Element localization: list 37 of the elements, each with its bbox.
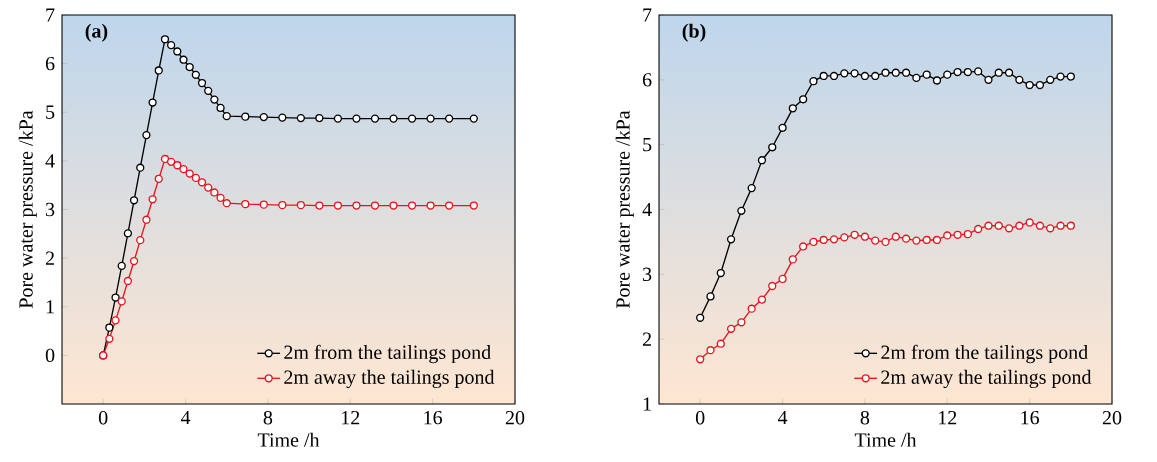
x-axis-title: Time /h: [257, 432, 320, 447]
y-tick-label: 2: [642, 332, 651, 346]
legend-label: 2m away the tailings pond: [881, 369, 1092, 389]
y-tick-label: 3: [643, 267, 652, 282]
y-axis-title: Pore water pressure /kPa: [615, 110, 634, 309]
y-tick-label: 6: [642, 73, 652, 87]
y-tick-label: 2: [45, 251, 54, 265]
y-tick-label: 5: [643, 138, 652, 152]
x-tick-label: 16: [424, 410, 443, 425]
x-tick-label: 20: [505, 410, 525, 425]
x-tick-label: 8: [263, 410, 273, 425]
y-tick-label: 1: [643, 397, 651, 411]
y-tick-label: 7: [46, 8, 55, 22]
legend-label: 2m from the tailings pond: [881, 344, 1088, 364]
chart-title: (b): [682, 23, 706, 42]
x-tick-label: 8: [860, 410, 870, 425]
legend-label: 2m from the tailings pond: [284, 344, 491, 364]
y-tick-label: 0: [45, 348, 55, 363]
y-tick-label: 3: [46, 202, 55, 217]
y-tick-label: 4: [45, 154, 55, 168]
x-tick-label: 4: [180, 410, 191, 425]
x-tick-label: 12: [939, 410, 957, 425]
y-tick-label: 1: [46, 300, 54, 314]
y-tick-label: 7: [643, 8, 652, 22]
legend-label: 2m away the tailings pond: [284, 369, 495, 389]
y-axis-title: Pore water pressure /kPa: [18, 110, 37, 309]
chart-title: (a): [85, 23, 108, 42]
x-tick-label: 20: [1102, 410, 1122, 425]
x-tick-label: 4: [777, 410, 788, 425]
x-axis-title: Time /h: [854, 432, 917, 447]
y-tick-label: 4: [642, 202, 652, 217]
x-tick-label: 16: [1021, 410, 1040, 425]
y-tick-label: 6: [45, 56, 55, 71]
x-tick-label: 12: [342, 410, 360, 425]
y-tick-label: 5: [46, 105, 55, 119]
x-tick-label: 0: [98, 410, 108, 425]
x-tick-label: 0: [695, 410, 705, 425]
